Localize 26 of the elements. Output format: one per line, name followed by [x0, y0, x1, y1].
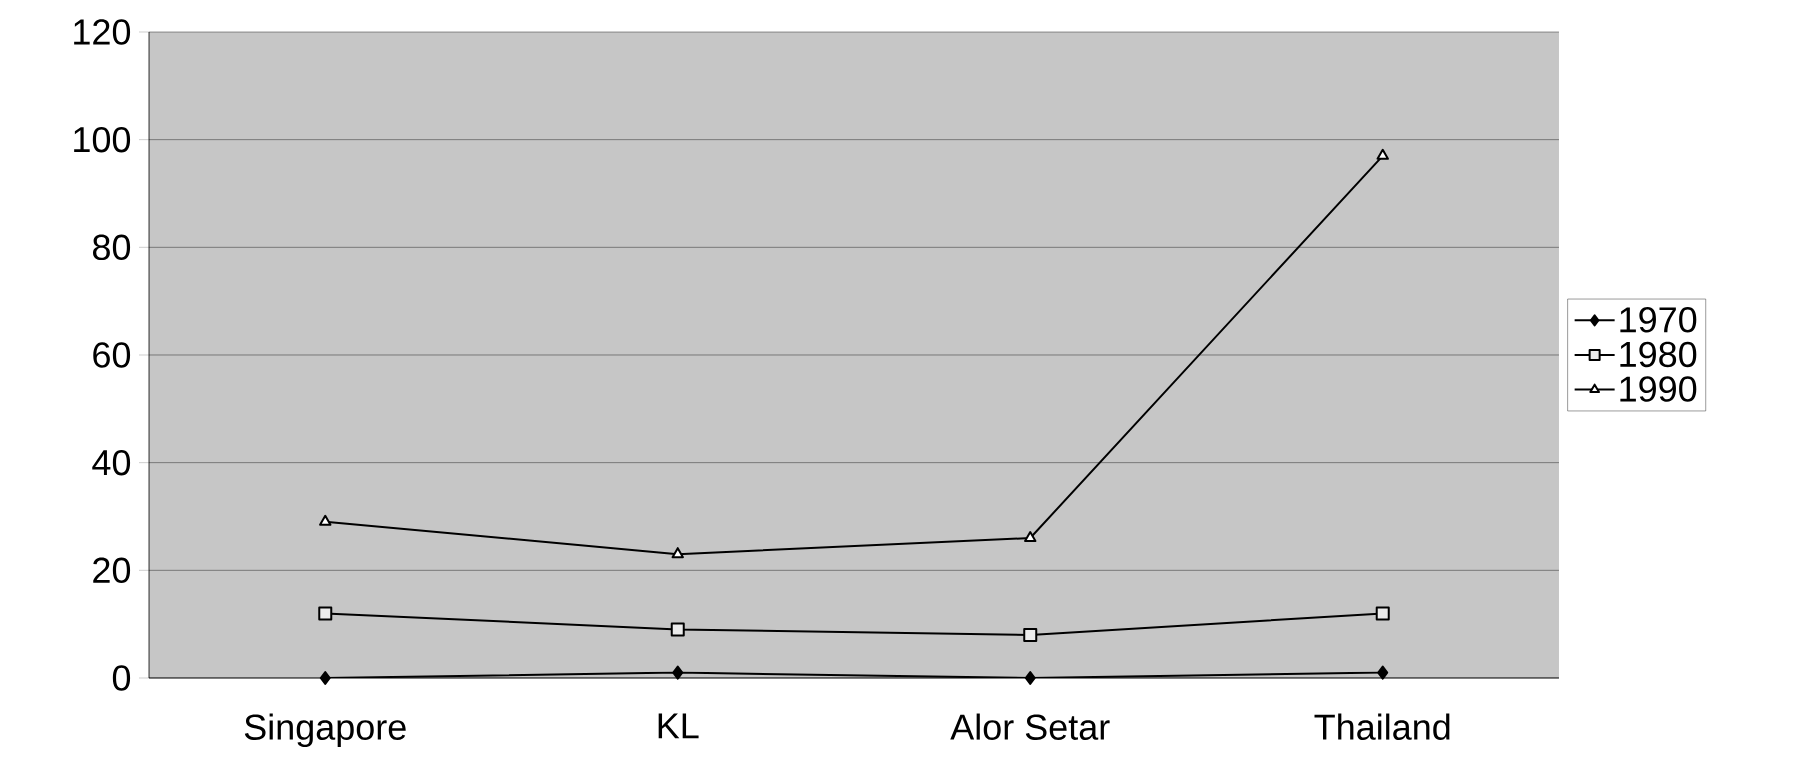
point [319, 514, 332, 526]
y-tick-label: 0 [112, 665, 131, 691]
point [1376, 148, 1389, 160]
point [319, 670, 331, 685]
point [318, 606, 333, 621]
point [1377, 665, 1389, 680]
point [672, 665, 684, 680]
legend-label: 1980 [1620, 341, 1697, 368]
legend-label: 1970 [1620, 307, 1697, 333]
y-tick-label: 100 [74, 126, 131, 153]
y-tick-label: 60 [93, 342, 131, 368]
point [1024, 531, 1037, 543]
legend-label: 1990 [1620, 376, 1697, 402]
y-tick-label: 40 [92, 449, 131, 476]
point [1023, 627, 1038, 642]
point [671, 547, 684, 559]
x-tick-label: Alor Setar [950, 713, 1110, 740]
point [1024, 670, 1036, 685]
point [670, 622, 685, 637]
x-tick-label: Singapore [244, 713, 406, 748]
y-tick-label: 80 [93, 234, 131, 261]
y-tick-label: 20 [93, 557, 131, 584]
x-tick-label: Thailand [1314, 713, 1450, 740]
y-tick-label: 120 [74, 19, 131, 45]
point [1375, 606, 1390, 621]
x-tick-label: KL [658, 713, 699, 739]
